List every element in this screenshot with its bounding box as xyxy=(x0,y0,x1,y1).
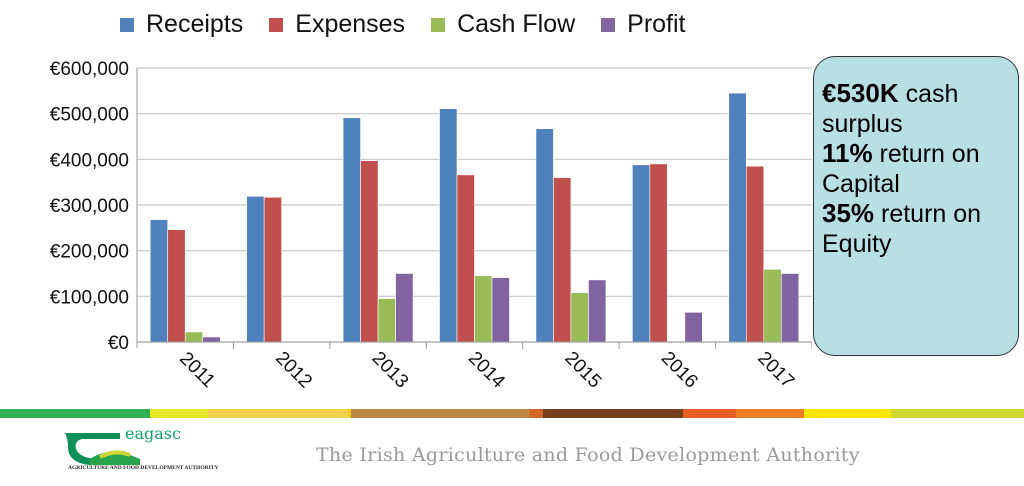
bar-profit xyxy=(780,273,800,343)
bar-expenses xyxy=(263,196,282,343)
bar-expenses xyxy=(553,177,572,343)
stripe-segment xyxy=(891,409,1024,418)
bar-receipts xyxy=(149,219,169,343)
stripe-segment xyxy=(529,409,543,418)
summary-callout: €530K cash surplus 11% return on Capital… xyxy=(813,56,1019,356)
stripe-segment xyxy=(351,409,529,418)
legend-swatch xyxy=(269,17,284,32)
legend-swatch xyxy=(120,17,134,32)
y-tick-label: €400,000 xyxy=(50,150,129,171)
legend-swatch xyxy=(431,17,446,32)
bar-cash-flow xyxy=(377,298,396,343)
bar-receipts xyxy=(632,164,651,343)
bar-cash-flow xyxy=(184,331,204,343)
bar-profit xyxy=(684,312,703,343)
bar-cash-flow xyxy=(474,275,493,343)
logo-text: eagasc xyxy=(125,424,181,443)
stripe-segment xyxy=(804,409,891,418)
stripe-segment xyxy=(543,409,683,418)
return-equity-value: 35% xyxy=(822,198,875,228)
return-capital-value: 11% xyxy=(822,138,873,168)
stripe-segment xyxy=(348,409,351,418)
bar-chart: €0 €100,000 €200,000 €300,000 €400,000 €500,0… xyxy=(50,59,812,393)
bar-receipts xyxy=(342,117,361,343)
legend-swatch xyxy=(601,17,616,32)
x-tick-label: 2014 xyxy=(464,348,509,393)
stripe-segment xyxy=(0,409,150,418)
cash-surplus-label: cash surplus xyxy=(822,80,959,138)
bar-cash-flow xyxy=(570,292,589,343)
x-tick-label: 2011 xyxy=(175,348,219,392)
legend-label: Expenses xyxy=(295,10,406,38)
y-tick-label: €200,000 xyxy=(50,242,129,263)
stripe-segment xyxy=(150,409,208,418)
legend-item: Profit xyxy=(601,10,686,39)
bar-expenses xyxy=(360,160,379,343)
legend-item: Expenses xyxy=(269,10,405,39)
legend-label: Cash Flow xyxy=(457,10,576,38)
y-tick-label: €500,000 xyxy=(50,105,129,126)
bar-receipts xyxy=(535,128,554,343)
bar-receipts xyxy=(246,196,265,343)
bar-profit xyxy=(491,277,510,343)
bar-profit xyxy=(395,273,414,343)
teagasc-logo-icon xyxy=(65,433,140,465)
x-tick-label: 2012 xyxy=(271,348,316,393)
return-equity-label: return on Equity xyxy=(822,200,982,258)
y-tick-label: €600,000 xyxy=(50,59,129,80)
bar-expenses xyxy=(745,165,765,343)
bar-expenses xyxy=(649,163,668,343)
legend: Receipts Expenses Cash Flow Profit xyxy=(120,10,686,39)
legend-label: Receipts xyxy=(146,10,244,38)
logo-subtitle: AGRICULTURE AND FOOD DEVELOPMENT AUTHORI… xyxy=(68,465,219,471)
legend-item: Receipts xyxy=(120,10,243,39)
legend-label: Profit xyxy=(627,10,686,38)
bar-cash-flow xyxy=(763,269,782,343)
x-tick-label: 2013 xyxy=(368,348,413,393)
x-tick-label: 2017 xyxy=(753,348,798,393)
legend-item: Cash Flow xyxy=(431,10,575,39)
y-tick-label: €100,000 xyxy=(50,287,129,308)
bar-profit xyxy=(588,279,607,343)
stripe-segment xyxy=(683,409,736,418)
bar-receipts xyxy=(728,92,747,343)
y-tick-label: €0 xyxy=(108,333,129,354)
stripe-segment xyxy=(208,409,348,418)
x-tick-label: 2015 xyxy=(560,348,605,393)
return-capital-label: return on Capital xyxy=(822,140,980,198)
color-stripe xyxy=(0,409,1024,418)
bar-profit xyxy=(202,336,221,343)
y-tick-label: €300,000 xyxy=(50,196,129,217)
tagline: The Irish Agriculture and Food Developme… xyxy=(316,444,860,466)
bar-expenses xyxy=(167,229,186,343)
stripe-segment xyxy=(736,409,804,418)
bar-receipts xyxy=(439,108,458,343)
cash-surplus-value: €530K xyxy=(822,78,899,108)
bar-expenses xyxy=(456,174,475,343)
x-tick-label: 2016 xyxy=(657,348,702,393)
